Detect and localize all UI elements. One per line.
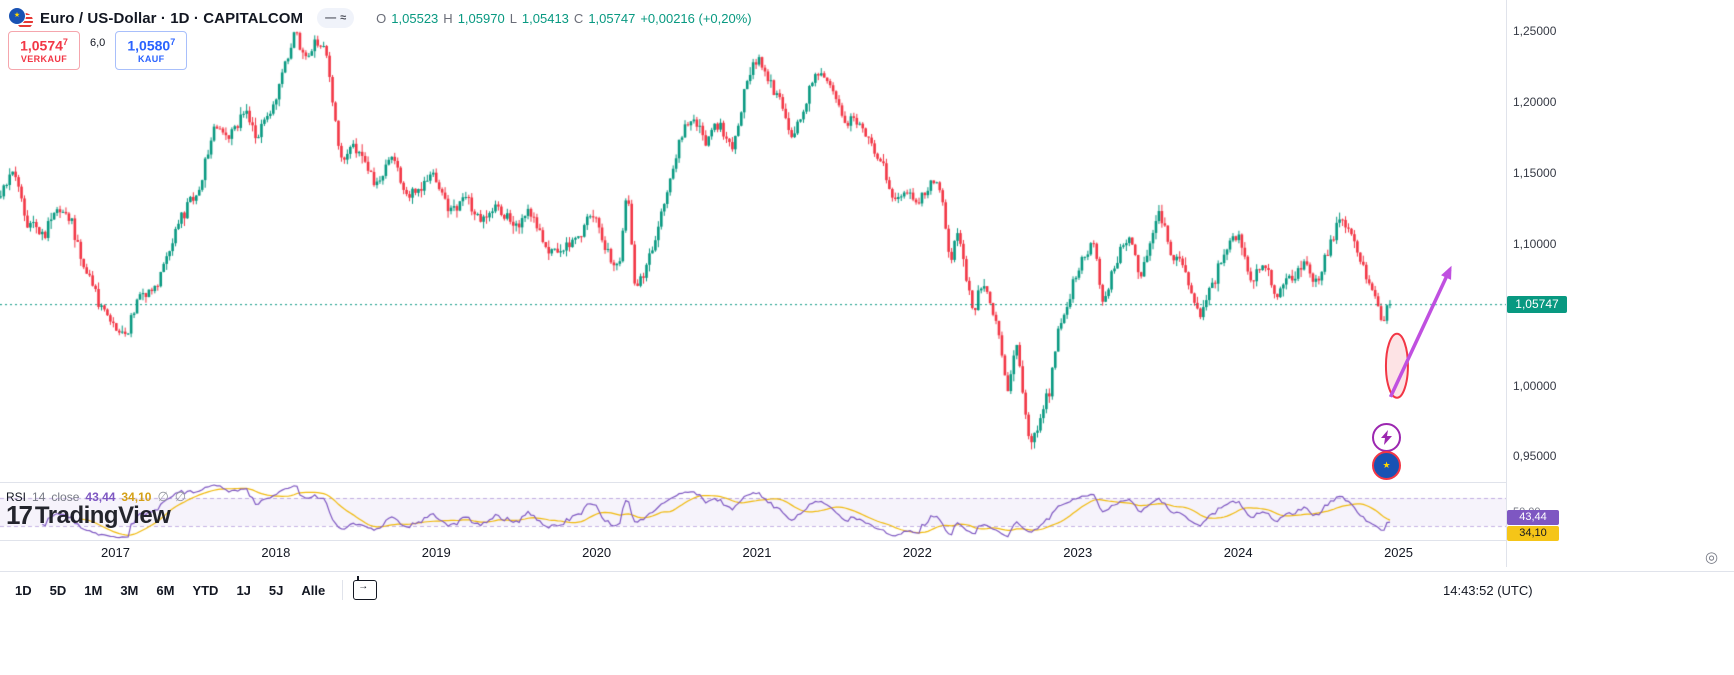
- spread-value: 6,0: [90, 37, 106, 49]
- sell-price-sup: 7: [62, 36, 68, 47]
- open-value: 1,05523: [391, 10, 439, 26]
- symbol-title[interactable]: Euro / US-Dollar · 1D · CAPITALCOM: [40, 9, 304, 27]
- clock-utc[interactable]: 14:43:52 (UTC): [1443, 582, 1533, 598]
- price-axis-label: 1,25000: [1513, 24, 1557, 39]
- range-6m-button[interactable]: 6M: [156, 582, 175, 598]
- go-to-date-icon[interactable]: [353, 576, 378, 600]
- rsi-source: close: [51, 490, 80, 504]
- change-value: +0,00216 (+0,20%): [640, 10, 752, 26]
- eurusd-pair-icon: ★: [8, 7, 34, 30]
- price-axis-label: 1,15000: [1513, 165, 1557, 180]
- rsi-pane-canvas[interactable]: [0, 484, 1506, 540]
- close-value: 1,05747: [588, 10, 636, 26]
- legend-collapsed-pill[interactable]: — ≈: [317, 8, 355, 28]
- time-axis-year-label[interactable]: 2025: [1384, 545, 1413, 560]
- lightning-icon: [1381, 430, 1392, 445]
- rsi-ma-badge: 34,10: [1507, 525, 1559, 541]
- rsi-ma-value: 34,10: [121, 490, 152, 504]
- range-5d-button[interactable]: 5D: [49, 582, 67, 598]
- time-axis-year-label[interactable]: 2021: [742, 545, 772, 560]
- rsi-length: 14: [32, 490, 46, 504]
- range-3m-button[interactable]: 3M: [120, 582, 139, 598]
- time-axis-year-label[interactable]: 2023: [1063, 545, 1093, 560]
- time-axis-year-label[interactable]: 2017: [101, 545, 130, 560]
- sell-price: 1,0574: [20, 37, 63, 54]
- range-all-button[interactable]: Alle: [301, 582, 326, 598]
- buy-label: KAUF: [137, 53, 165, 64]
- high-value: 1,05970: [457, 10, 505, 26]
- chart-header: ★ Euro / US-Dollar · 1D · CAPITALCOM — ≈…: [8, 7, 752, 30]
- time-axis-divider: [0, 540, 1506, 541]
- eu-flag-icon: ★: [8, 7, 26, 25]
- pane-divider[interactable]: [0, 482, 1506, 483]
- current-price-badge: 1,05747: [1507, 296, 1567, 314]
- tradingview-logo-icon: 17: [6, 500, 33, 530]
- price-axis-label: 1,00000: [1513, 378, 1557, 393]
- rsi-title[interactable]: RSI: [6, 490, 27, 504]
- high-label: H: [443, 10, 453, 26]
- price-axis-label: 0,95000: [1513, 449, 1557, 464]
- ohlc-readout: O 1,05523 H 1,05970 L 1,05413 C 1,05747 …: [376, 11, 751, 26]
- time-axis[interactable]: 2017 2018 2019 2020 2021 2022 2023 2024 2025: [0, 541, 1506, 567]
- range-1d-button[interactable]: 1D: [15, 582, 32, 598]
- price-axis[interactable]: 1,05747 43,44 34,10 50,00 ◎ 1,250001,200…: [1507, 0, 1734, 567]
- range-1y-button[interactable]: 1J: [236, 582, 251, 598]
- range-5y-button[interactable]: 5J: [268, 582, 284, 598]
- lightning-marker[interactable]: [1372, 423, 1401, 452]
- tradingview-watermark: 17 TradingView: [6, 500, 171, 531]
- minus-icon: —: [325, 12, 337, 24]
- range-1m-button[interactable]: 1M: [84, 582, 103, 598]
- price-axis-label: 1,10000: [1513, 236, 1557, 251]
- rsi-legend: RSI 14 close 43,44 34,10 ∅ ∅: [6, 489, 186, 505]
- sell-label: VERKAUF: [20, 53, 68, 64]
- buy-price: 1,0580: [127, 37, 171, 54]
- rsi-settings-icon[interactable]: ∅: [174, 489, 187, 504]
- time-axis-year-label[interactable]: 2019: [421, 545, 451, 560]
- open-label: O: [376, 10, 387, 26]
- low-value: 1,05413: [521, 10, 569, 26]
- wave-icon: ≈: [340, 12, 347, 24]
- toolbar-divider: [0, 571, 1734, 572]
- rsi-hide-icon[interactable]: ∅: [157, 489, 169, 504]
- time-axis-year-label[interactable]: 2022: [902, 545, 932, 560]
- main-price-chart-canvas[interactable]: [0, 0, 1506, 482]
- close-label: C: [573, 10, 584, 26]
- time-axis-year-label[interactable]: 2024: [1223, 545, 1253, 560]
- price-axis-divider: [1506, 0, 1507, 567]
- time-axis-year-label[interactable]: 2020: [582, 545, 612, 560]
- trade-buttons: 1,05747 VERKAUF 6,0 1,05807 KAUF: [8, 31, 188, 70]
- axis-settings-icon[interactable]: ◎: [1705, 549, 1719, 566]
- buy-button[interactable]: 1,05807 KAUF: [115, 31, 188, 70]
- price-axis-label: 1,20000: [1513, 95, 1557, 110]
- low-label: L: [509, 10, 517, 26]
- time-axis-year-label[interactable]: 2018: [261, 545, 291, 560]
- rsi-value: 43,44: [85, 490, 116, 504]
- range-ytd-button[interactable]: YTD: [192, 582, 219, 598]
- buy-price-sup: 7: [170, 36, 176, 47]
- eu-flag-marker[interactable]: ★: [1372, 451, 1401, 480]
- date-range-buttons: 1D 5D 1M 3M 6M YTD 1J 5J Alle: [8, 579, 332, 602]
- toolbar-separator: [342, 580, 344, 600]
- bottom-toolbar: 1D 5D 1M 3M 6M YTD 1J 5J Alle 14:43:52 (…: [0, 572, 1734, 608]
- rsi-value-badge: 43,44: [1507, 509, 1559, 525]
- sell-button[interactable]: 1,05747 VERKAUF: [8, 31, 80, 70]
- tradingview-wordmark: TradingView: [34, 501, 171, 529]
